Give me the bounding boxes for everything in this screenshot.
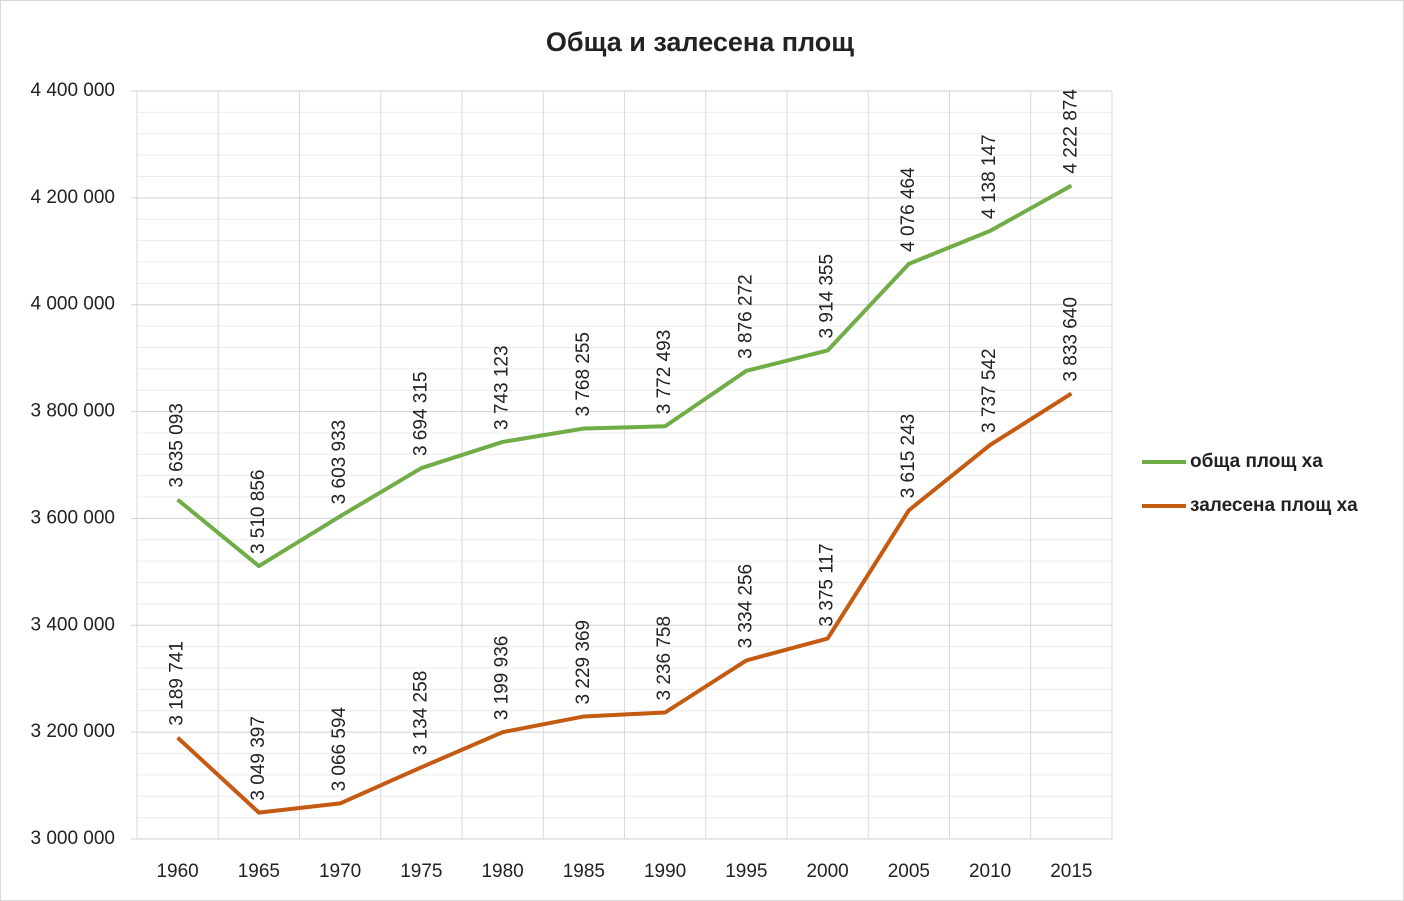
data-label: 4 222 874 (1060, 89, 1081, 174)
y-tick-label: 4 000 000 (30, 294, 115, 315)
data-label: 3 737 542 (979, 348, 1000, 433)
data-label: 3 049 397 (248, 716, 269, 801)
y-tick-label: 4 400 000 (30, 80, 115, 101)
x-tick-label: 2000 (806, 861, 848, 882)
data-label: 3 833 640 (1060, 297, 1081, 382)
series-line (176, 183, 1073, 569)
data-label: 3 768 255 (573, 332, 594, 417)
series-line (176, 391, 1073, 815)
data-label: 3 334 256 (735, 564, 756, 649)
x-tick-label: 2015 (1050, 861, 1092, 882)
data-label: 3 066 594 (329, 706, 350, 791)
data-label: 4 076 464 (898, 167, 919, 252)
legend-label: обща площ ха (1190, 451, 1323, 472)
x-tick-label: 1990 (644, 861, 686, 882)
y-tick-label: 3 400 000 (30, 614, 115, 635)
x-tick-label: 1970 (319, 861, 361, 882)
x-tick-label: 2005 (888, 861, 930, 882)
data-label: 3 236 758 (654, 616, 675, 701)
data-label: 3 603 933 (329, 420, 350, 505)
data-label: 3 635 093 (167, 403, 188, 488)
y-tick-label: 4 200 000 (30, 187, 115, 208)
data-label: 3 199 936 (492, 636, 513, 721)
data-label: 3 229 369 (573, 620, 594, 705)
data-label: 3 375 117 (817, 543, 838, 626)
data-label: 3 694 315 (410, 372, 431, 457)
data-label: 3 615 243 (898, 414, 919, 499)
y-tick-label: 3 000 000 (30, 828, 115, 849)
data-label: 4 138 147 (979, 134, 1000, 219)
y-tick-label: 3 600 000 (30, 507, 115, 528)
data-label: 3 189 741 (167, 641, 188, 726)
data-label: 3 743 123 (492, 345, 513, 430)
legend-label: залесена площ ха (1190, 495, 1358, 516)
data-label: 3 134 258 (410, 671, 431, 756)
x-tick-label: 1980 (481, 861, 523, 882)
x-tick-label: 1960 (156, 861, 198, 882)
x-tick-label: 2010 (969, 861, 1011, 882)
chart-title: Обща и залесена площ (546, 27, 854, 57)
y-tick-label: 3 200 000 (30, 721, 115, 742)
data-label: 3 772 493 (654, 330, 675, 415)
x-tick-label: 1965 (238, 861, 280, 882)
x-tick-label: 1975 (400, 861, 442, 882)
x-tick-label: 1995 (725, 861, 767, 882)
data-label: 3 510 856 (248, 470, 269, 555)
y-tick-label: 3 800 000 (30, 401, 115, 422)
data-label: 3 876 272 (735, 274, 756, 359)
x-tick-label: 1985 (563, 861, 605, 882)
data-label: 3 914 355 (817, 254, 838, 339)
